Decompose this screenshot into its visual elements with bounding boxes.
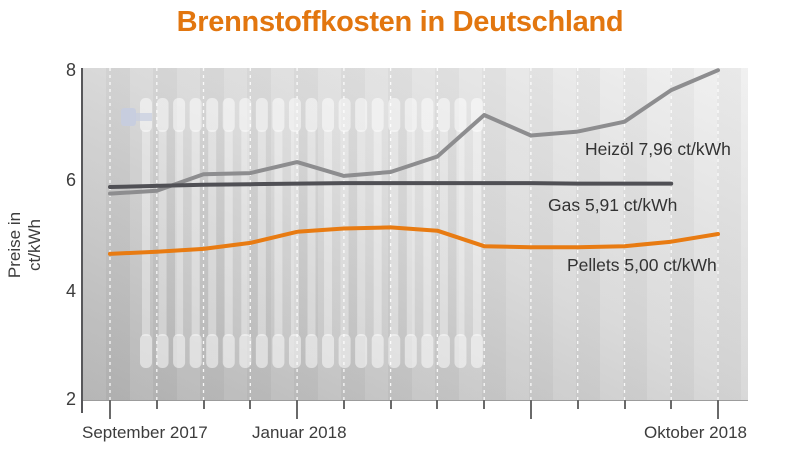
y-tick-label-8: 8	[65, 60, 76, 80]
radiator-valve-pipe-icon	[135, 113, 152, 121]
radiator-rib-column	[158, 130, 167, 336]
radiator-rib-column	[175, 130, 184, 336]
x-axis-tick	[249, 400, 252, 409]
x-axis-tick	[155, 400, 158, 409]
radiator-rib-cap	[404, 98, 417, 132]
radiator-rib-cap	[388, 98, 401, 132]
radiator-rib-cap	[173, 98, 186, 132]
radiator-rib-column	[423, 130, 432, 336]
series-label-heizoel: Heizöl 7,96 ct/kWh	[585, 139, 731, 159]
radiator-rib-column	[456, 130, 465, 336]
x-axis-tick	[296, 400, 299, 419]
x-axis-tick	[202, 400, 205, 409]
radiator-rib-column	[406, 130, 415, 336]
y-tick-label-2: 2	[65, 389, 76, 409]
radiator-rib-column	[257, 130, 266, 336]
radiator-rib-column	[357, 130, 366, 336]
x-axis-tick	[436, 400, 439, 409]
radiator-rib-column	[224, 130, 233, 336]
radiator-rib-column	[241, 130, 250, 336]
x-axis-tick	[670, 400, 673, 409]
radiator-rib-cap	[239, 334, 252, 368]
radiator-rib-cap	[437, 98, 450, 132]
radiator-rib-cap	[454, 334, 467, 368]
series-label-gas: Gas 5,91 ct/kWh	[548, 195, 678, 215]
radiator-rib-cap	[156, 334, 169, 368]
series-line-pellets	[108, 225, 720, 256]
radiator-rib-cap	[272, 334, 285, 368]
radiator-rib-cap	[371, 98, 384, 132]
radiator-rib-cap	[272, 98, 285, 132]
radiator-rib-cap	[338, 98, 351, 132]
series-line-heizoel	[108, 68, 720, 196]
radiator-rib-column	[191, 130, 200, 336]
radiator-rib-cap	[404, 334, 417, 368]
x-axis-label-oktober-2018: Oktober 2018	[643, 423, 747, 442]
radiator-rib-column	[324, 130, 333, 336]
radiator-rib-cap	[189, 334, 202, 368]
radiator-rib-cap	[355, 98, 368, 132]
radiator-rib-cap	[371, 334, 384, 368]
radiator-rib-cap	[454, 98, 467, 132]
radiator-rib-cap	[255, 98, 268, 132]
radiator-rib-cap	[421, 98, 434, 132]
series-line-gas	[108, 181, 674, 189]
y-tick-label-6: 6	[65, 170, 76, 190]
radiator-rib-cap	[189, 98, 202, 132]
radiator-rib-cap	[471, 334, 483, 368]
x-axis-tick	[717, 400, 719, 419]
radiator-rib-cap	[421, 334, 434, 368]
radiator-rib-cap	[338, 334, 351, 368]
radiator-rib-cap	[322, 98, 335, 132]
x-axis-tick	[389, 400, 392, 409]
radiator-rib-cap	[222, 98, 235, 132]
x-axis-tick	[576, 400, 579, 409]
y-tick-label-4: 4	[65, 281, 76, 301]
radiator-rib-cap	[140, 334, 152, 368]
x-axis-tick	[529, 400, 532, 419]
x-axis-tick	[623, 400, 626, 409]
radiator-rib-column	[373, 130, 382, 336]
x-axis-tick	[342, 400, 345, 409]
radiator-rib-column	[142, 130, 150, 336]
x-axis-label-januar-2018: Januar 2018	[252, 423, 347, 442]
y-axis-line	[81, 68, 83, 413]
x-axis-tick	[483, 400, 486, 409]
radiator-rib-column	[307, 130, 316, 336]
radiator-rib-column	[208, 130, 217, 336]
x-axis-tick	[109, 400, 111, 419]
radiator-rib-cap	[437, 334, 450, 368]
radiator-rib-column	[340, 130, 349, 336]
x-axis-label-september-2017: September 2017	[82, 423, 208, 442]
radiator-rib-cap	[288, 98, 301, 132]
radiator-rib-cap	[173, 334, 186, 368]
plot-area	[83, 68, 748, 401]
radiator-rib-cap	[156, 98, 169, 132]
plot-svg	[108, 68, 720, 400]
radiator-rib-cap	[206, 334, 219, 368]
radiator-rib-cap	[305, 334, 318, 368]
series-label-pellets: Pellets 5,00 ct/kWh	[567, 255, 717, 275]
radiator-rib-cap	[305, 98, 318, 132]
y-axis-title: Preise in ct/kWh	[5, 211, 44, 279]
radiator-rib-cap	[239, 98, 252, 132]
radiator-rib-column	[473, 130, 481, 336]
radiator-valve-knob-icon	[121, 108, 136, 126]
radiator-rib-column	[274, 130, 283, 336]
radiator-rib-cap	[255, 334, 268, 368]
radiator-rib-cap	[222, 334, 235, 368]
radiator-rib-cap	[322, 334, 335, 368]
radiator-rib-column	[390, 130, 399, 336]
radiator-rib-cap	[288, 334, 301, 368]
chart-title: Brennstoffkosten in Deutschland	[176, 6, 624, 38]
radiator-rib-cap	[206, 98, 219, 132]
radiator-rib-cap	[355, 334, 368, 368]
